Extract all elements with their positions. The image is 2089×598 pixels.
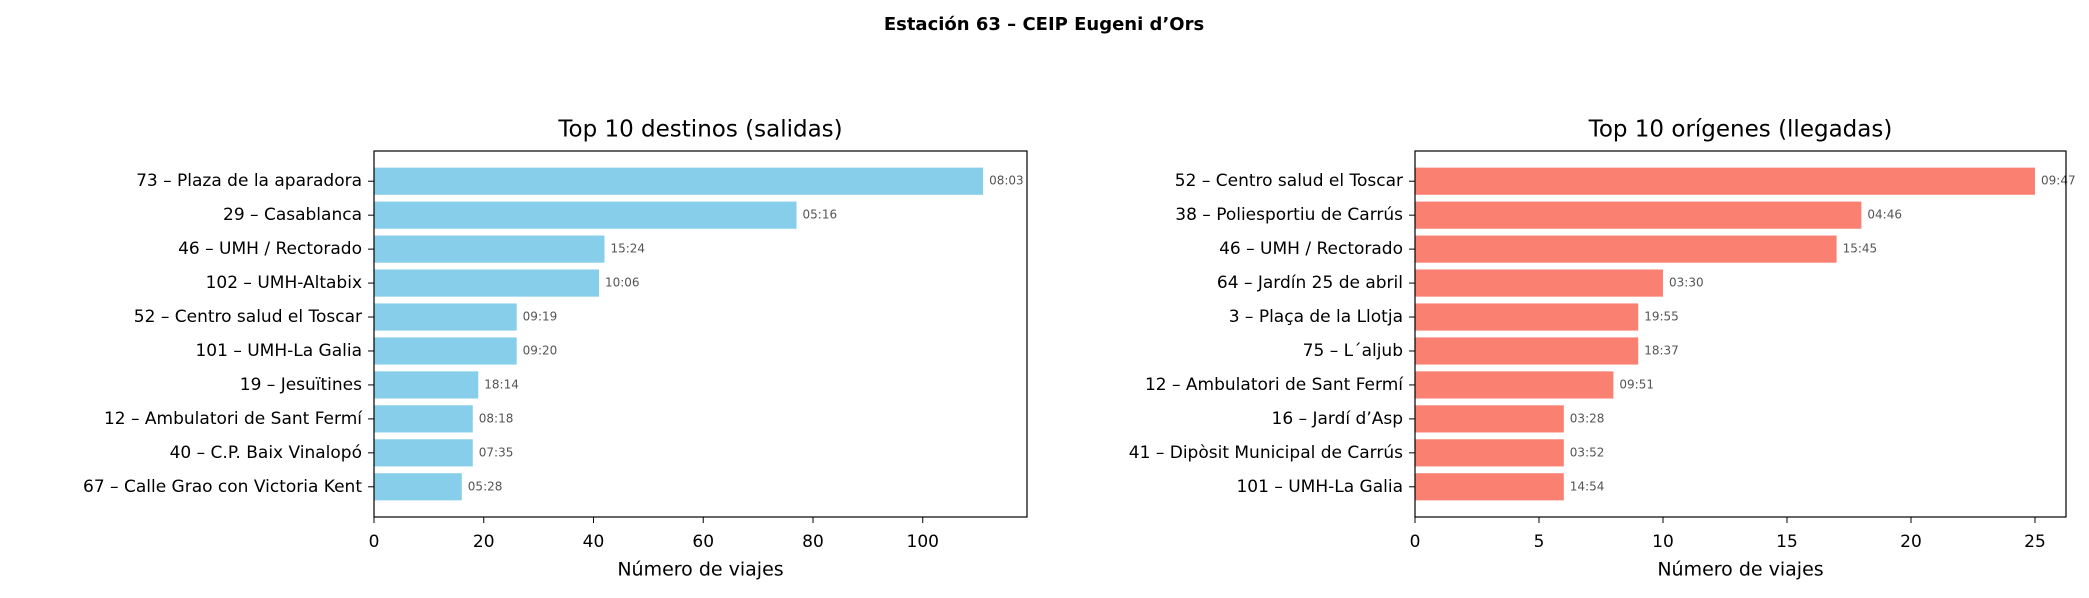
bar-annotation: 09:51	[1619, 377, 1654, 391]
bar-annotation: 03:52	[1570, 445, 1605, 459]
chart-title: Top 10 orígenes (llegadas)	[1588, 117, 1893, 143]
x-tick-label: 0	[369, 532, 380, 552]
y-tick-label: 12 – Ambulatori de Sant Fermí	[1145, 375, 1404, 395]
x-axis-label: Número de viajes	[617, 559, 783, 581]
y-tick-label: 38 – Poliesportiu de Carrús	[1175, 205, 1403, 225]
bar-annotation: 08:18	[479, 411, 514, 425]
bar	[1415, 473, 1564, 501]
y-tick-label: 67 – Calle Grao con Victoria Kent	[83, 477, 362, 497]
bar-annotation: 15:45	[1843, 242, 1878, 256]
x-tick-label: 80	[802, 532, 824, 552]
bar-annotation: 05:28	[468, 479, 503, 493]
bar-annotation: 14:54	[1570, 479, 1605, 493]
y-tick-label: 29 – Casablanca	[223, 205, 362, 225]
x-tick-label: 10	[1652, 532, 1674, 552]
x-tick-label: 25	[2024, 532, 2046, 552]
y-tick-label: 46 – UMH / Rectorado	[178, 239, 362, 259]
bar	[374, 235, 605, 263]
x-tick-label: 60	[692, 532, 714, 552]
bar	[374, 303, 517, 331]
bar	[1415, 405, 1564, 433]
x-tick-label: 20	[473, 532, 495, 552]
y-tick-label: 40 – C.P. Baix Vinalopó	[170, 443, 362, 463]
y-tick-label: 64 – Jardín 25 de abril	[1217, 273, 1403, 293]
plot-frame	[1414, 150, 2067, 518]
bar	[374, 405, 473, 433]
bar	[1415, 269, 1663, 297]
bar-annotation: 19:55	[1644, 310, 1679, 324]
bar	[374, 337, 517, 365]
bar	[1415, 167, 2035, 195]
x-tick-label: 0	[1410, 532, 1421, 552]
y-tick-label: 46 – UMH / Rectorado	[1219, 239, 1403, 259]
bar	[374, 269, 599, 297]
bar-annotation: 03:30	[1669, 276, 1704, 290]
bar	[374, 439, 473, 467]
bar-annotation: 08:03	[989, 174, 1024, 188]
bar-annotation: 10:06	[605, 276, 640, 290]
bar-annotation: 09:47	[2041, 174, 2076, 188]
bar	[1415, 201, 1862, 229]
bar-annotation: 09:19	[523, 310, 558, 324]
y-tick-label: 102 – UMH-Altabix	[206, 273, 362, 293]
figure-title: Estación 63 – CEIP Eugeni d’Ors	[884, 14, 1204, 35]
bar-annotation: 09:20	[523, 343, 558, 357]
bar	[1415, 439, 1564, 467]
y-tick-label: 75 – L´aljub	[1303, 341, 1403, 361]
bar-annotation: 03:28	[1570, 411, 1605, 425]
bar	[1415, 337, 1639, 365]
bar	[374, 473, 462, 501]
bar	[1415, 303, 1639, 331]
y-tick-label: 52 – Centro salud el Toscar	[1175, 171, 1403, 191]
y-tick-label: 19 – Jesuïtines	[240, 375, 362, 395]
bar-annotation: 18:37	[1644, 343, 1679, 357]
y-tick-label: 12 – Ambulatori de Sant Fermí	[104, 409, 363, 429]
bar	[374, 167, 984, 195]
bar-annotation: 07:35	[479, 445, 514, 459]
x-axis-label: Número de viajes	[1657, 559, 1823, 581]
y-tick-label: 41 – Dipòsit Municipal de Carrús	[1129, 443, 1403, 463]
chart-title: Top 10 destinos (salidas)	[557, 117, 842, 143]
bar	[374, 201, 797, 229]
x-tick-label: 5	[1534, 532, 1545, 552]
x-tick-label: 20	[1900, 532, 1922, 552]
x-tick-label: 40	[583, 532, 605, 552]
bar-annotation: 04:46	[1867, 208, 1902, 222]
bar	[374, 371, 479, 399]
y-tick-label: 101 – UMH-La Galia	[1236, 477, 1403, 497]
x-tick-label: 15	[1776, 532, 1798, 552]
x-tick-label: 100	[907, 532, 939, 552]
y-tick-label: 52 – Centro salud el Toscar	[134, 307, 362, 327]
y-tick-label: 101 – UMH-La Galia	[195, 341, 362, 361]
plot-frame	[373, 150, 1028, 518]
bar-annotation: 15:24	[610, 242, 645, 256]
y-tick-label: 16 – Jardí d’Asp	[1272, 409, 1403, 429]
y-tick-label: 3 – Plaça de la Llotja	[1229, 307, 1403, 327]
bar	[1415, 235, 1837, 263]
bar	[1415, 371, 1614, 399]
bar-annotation: 18:14	[484, 377, 519, 391]
bar-annotation: 05:16	[803, 208, 838, 222]
y-tick-label: 73 – Plaza de la aparadora	[136, 171, 362, 191]
